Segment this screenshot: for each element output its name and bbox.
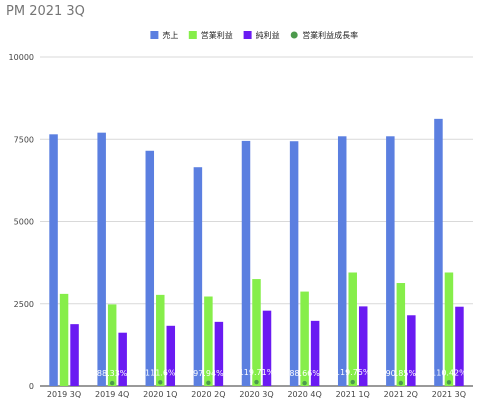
bar xyxy=(241,140,251,386)
bar xyxy=(444,272,454,386)
bar xyxy=(455,306,464,386)
legend-marker xyxy=(290,31,298,39)
growth-point xyxy=(158,380,163,385)
x-tick-label: 2021 3Q xyxy=(432,390,466,399)
y-tick-label: 10000 xyxy=(9,53,34,62)
bar xyxy=(289,141,299,386)
data-label: 119.75% xyxy=(335,368,371,377)
bar xyxy=(49,134,58,386)
legend-label: 純利益 xyxy=(256,30,280,40)
bar xyxy=(156,294,165,386)
data-label: 119.71% xyxy=(239,368,275,377)
legend-label: 売上 xyxy=(162,30,178,40)
bar xyxy=(145,150,155,386)
bar xyxy=(262,310,272,386)
y-axis: 0 2500 5000 7500 10000 xyxy=(9,53,34,391)
bar xyxy=(107,304,117,386)
growth-point xyxy=(254,379,259,385)
bar xyxy=(407,315,416,386)
bar xyxy=(386,136,395,386)
bar xyxy=(396,283,406,386)
y-tick-label: 7500 xyxy=(14,135,34,144)
bar xyxy=(300,291,309,386)
data-label: 111.6% xyxy=(145,368,176,377)
bar xyxy=(358,306,368,386)
growth-points: 88.33% 111.6% 97.94% 119.71% 88.66% 119.75% 90… xyxy=(97,368,467,386)
growth-point xyxy=(109,380,115,386)
bar xyxy=(118,332,127,386)
bar xyxy=(348,272,357,386)
bar xyxy=(214,321,224,386)
growth-point xyxy=(206,380,211,385)
data-label: 110.42% xyxy=(431,368,467,377)
bar xyxy=(204,296,213,386)
data-label: 97.94% xyxy=(193,369,224,378)
x-tick-label: 2019 4Q xyxy=(95,390,129,399)
y-tick-label: 2500 xyxy=(14,300,34,309)
legend-swatch xyxy=(150,31,159,39)
x-tick-label: 2020 2Q xyxy=(191,390,225,399)
legend-label: 営業利益成長率 xyxy=(302,30,358,40)
growth-point xyxy=(446,380,452,385)
growth-point xyxy=(302,380,307,386)
x-tick-label: 2020 3Q xyxy=(239,390,273,399)
legend: 売上 営業利益 純利益 営業利益成長率 xyxy=(150,30,358,40)
data-label: 88.66% xyxy=(289,369,320,378)
bar xyxy=(193,167,203,386)
growth-point xyxy=(350,379,355,385)
x-axis: 2019 3Q 2019 4Q 2020 1Q 2020 2Q 2020 3Q 2020 … xyxy=(47,390,466,399)
x-tick-label: 2021 2Q xyxy=(384,390,418,399)
chart-title: PM 2021 3Q xyxy=(6,4,85,19)
data-label: 88.33% xyxy=(97,369,128,378)
y-tick-label: 5000 xyxy=(14,218,34,227)
x-tick-label: 2019 3Q xyxy=(47,390,81,399)
x-tick-label: 2021 1Q xyxy=(336,390,370,399)
bar xyxy=(59,293,69,386)
legend-label: 営業利益 xyxy=(201,30,233,40)
legend-swatch xyxy=(243,31,252,39)
bar-series xyxy=(49,118,464,387)
bar xyxy=(310,320,320,386)
bar xyxy=(337,136,347,386)
growth-point xyxy=(398,380,404,386)
legend-swatch xyxy=(188,31,197,39)
data-label: 90.85% xyxy=(386,369,417,378)
bar xyxy=(252,279,261,386)
x-tick-label: 2020 1Q xyxy=(143,390,177,399)
x-tick-label: 2020 4Q xyxy=(287,390,321,399)
bar xyxy=(97,132,106,386)
bar xyxy=(70,324,79,386)
bar xyxy=(166,325,176,386)
y-tick-label: 0 xyxy=(29,382,34,391)
bar xyxy=(434,118,443,387)
